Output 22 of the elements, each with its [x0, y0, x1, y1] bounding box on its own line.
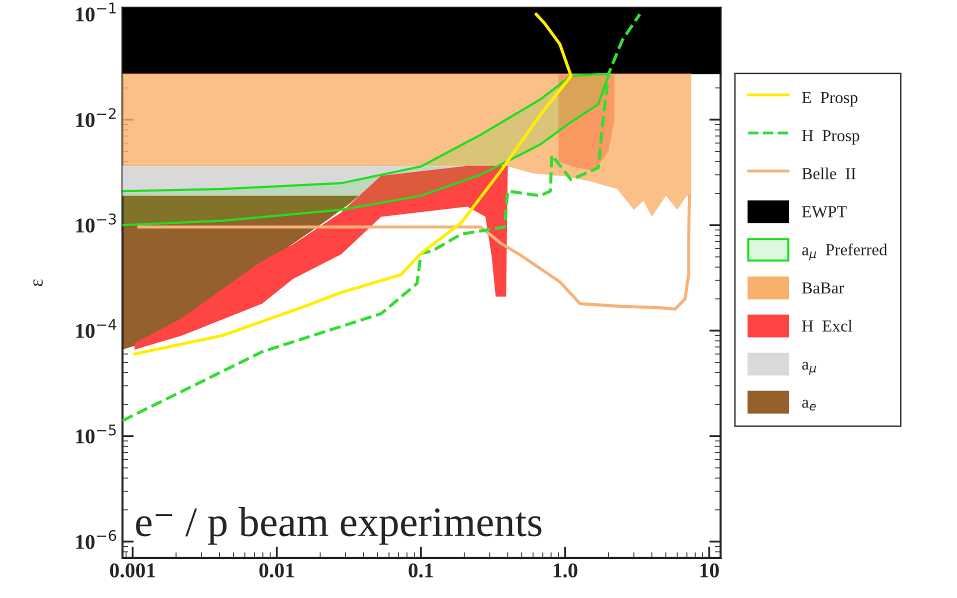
x-tick-label: 10	[700, 563, 719, 578]
legend-label: a$_{μ}$	[802, 362, 816, 375]
legend-label: BaBar	[802, 282, 844, 294]
x-tick-label: 0.001	[110, 563, 156, 578]
x-tick-label: 0.1	[408, 563, 433, 578]
legend-label: H Prosp	[802, 130, 860, 145]
legend-label: EWPT	[802, 206, 847, 218]
x-tick-label: 0.01	[259, 563, 294, 578]
legend-label: a$_{e}$	[802, 400, 816, 411]
y-tick-label: 10$^{−4}$	[76, 319, 116, 338]
legend-label: E Prosp	[802, 92, 858, 107]
y-axis-title: ε	[33, 279, 43, 286]
y-tick-label: 10$^{−2}$	[76, 108, 116, 128]
legend-label: a$_{μ}$ Preferred	[802, 243, 888, 260]
y-tick-label: 10$^{−3}$	[76, 214, 116, 233]
y-tick-label: 10$^{−6}$	[76, 530, 116, 550]
x-tick-label: 1.0	[554, 563, 578, 578]
legend-label: Belle II	[802, 168, 856, 180]
annotation: e⁻ / p beam experiments	[136, 507, 542, 545]
y-tick-label: 10$^{−5}$	[76, 424, 116, 444]
y-tick-label: 10$^{−1}$	[76, 2, 116, 22]
legend-label: H Excl	[802, 320, 852, 332]
